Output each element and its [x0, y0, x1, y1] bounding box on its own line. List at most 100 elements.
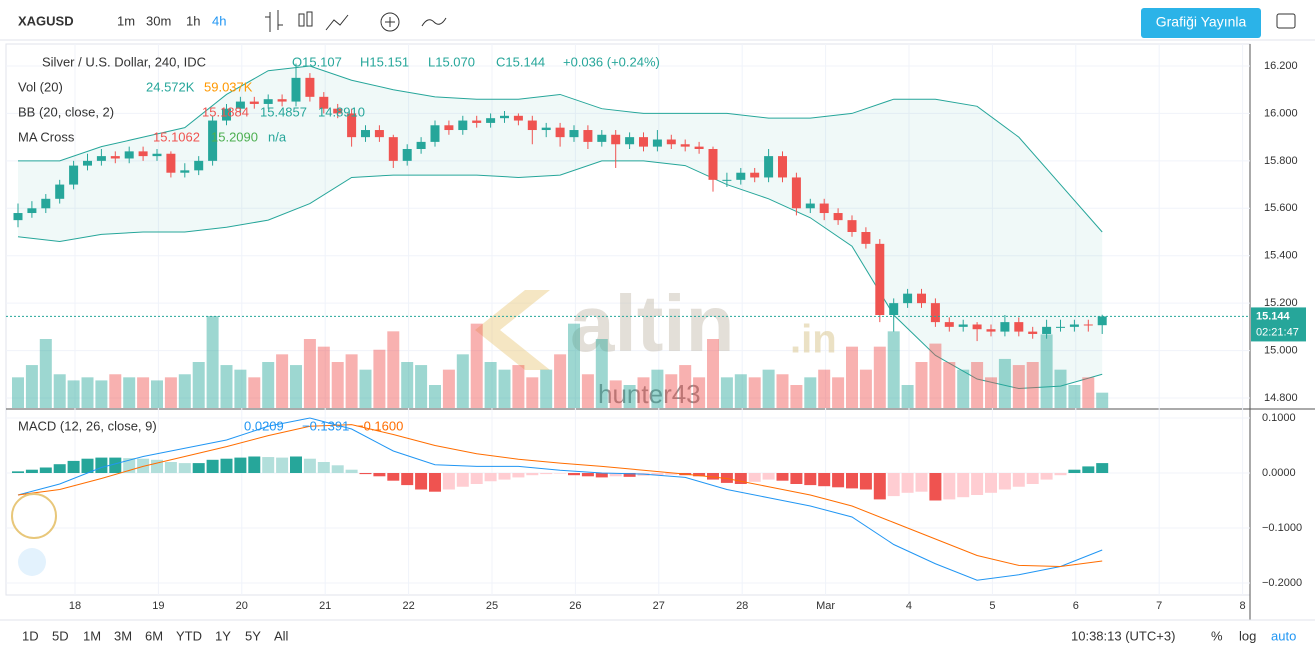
- macd-hist-bar: [109, 457, 122, 473]
- candle-body: [764, 156, 774, 178]
- volume-bar: [957, 369, 970, 408]
- macd-hist-bar: [581, 473, 594, 477]
- watermark-logo: [475, 290, 550, 370]
- macd-hist-bar: [317, 462, 330, 473]
- x-tick-label: 8: [1240, 600, 1246, 612]
- tv-badge[interactable]: [18, 548, 46, 576]
- candle-body: [83, 160, 92, 166]
- candle-body: [222, 108, 231, 121]
- camera-icon[interactable]: [1276, 13, 1296, 29]
- macd-hist-bar: [554, 473, 567, 474]
- interval[interactable]: 1m: [117, 13, 135, 28]
- range-button[interactable]: 1D: [22, 628, 39, 643]
- bb-band: [18, 66, 1103, 389]
- volume-bar: [623, 385, 636, 408]
- log-toggle[interactable]: log: [1239, 628, 1256, 643]
- interval[interactable]: 1h: [186, 13, 200, 28]
- candle-body: [680, 144, 690, 147]
- auto-toggle[interactable]: auto: [1271, 628, 1296, 643]
- macd-hist-bar: [262, 457, 275, 473]
- range-button[interactable]: YTD: [176, 628, 202, 643]
- range-button[interactable]: 5D: [52, 628, 69, 643]
- candle-body: [500, 115, 509, 119]
- candle-body: [263, 99, 273, 104]
- watermark-user: hunter43: [598, 379, 701, 409]
- macd-hist-bar: [1040, 473, 1053, 480]
- macd-hist-bar: [178, 463, 191, 473]
- volume-bar: [220, 365, 233, 408]
- volume-bar: [609, 380, 622, 408]
- indicator-value: 15.2090: [211, 129, 258, 144]
- macd-hist-bar: [303, 458, 316, 473]
- volume-bar: [873, 346, 886, 408]
- candle-body: [917, 293, 926, 304]
- volume-bar: [498, 369, 511, 408]
- macd-hist-bar: [776, 473, 789, 481]
- volume-bar: [762, 369, 775, 408]
- candle-body: [277, 99, 287, 102]
- indicator-value: 24.572K: [146, 79, 195, 94]
- indicator-value: −0.1600: [356, 418, 403, 433]
- macd-hist-bar: [568, 473, 580, 476]
- candle-body: [319, 96, 329, 109]
- volume-bar: [1026, 362, 1039, 408]
- publish-label[interactable]: Grafiği Yayınla: [1156, 14, 1247, 30]
- volume-bar: [429, 385, 441, 408]
- logo-badge[interactable]: [11, 493, 57, 539]
- macd-hist-bar: [971, 473, 984, 495]
- volume-bar: [1040, 334, 1053, 408]
- macd-hist-bar: [401, 473, 414, 486]
- candle-body: [944, 322, 954, 327]
- toolbar-icons[interactable]: [265, 10, 447, 32]
- macd-hist-bar: [81, 458, 94, 473]
- candle-body: [805, 203, 815, 209]
- macd-hist-bar: [762, 473, 775, 480]
- volume-bar: [665, 374, 678, 408]
- macd-hist-bar: [734, 473, 747, 484]
- volume-bar: [568, 323, 580, 408]
- candle-body: [986, 329, 996, 332]
- range-button[interactable]: All: [274, 628, 289, 643]
- volume-bar: [178, 374, 191, 408]
- range-button[interactable]: 6M: [145, 628, 163, 643]
- macd-hist-bar: [540, 473, 553, 475]
- range-button[interactable]: 5Y: [245, 628, 261, 643]
- range-button[interactable]: 1M: [83, 628, 101, 643]
- volume-bar: [456, 354, 469, 408]
- volume-bar: [484, 362, 497, 408]
- macd-hist-bar: [957, 473, 970, 498]
- percent-toggle[interactable]: %: [1211, 628, 1223, 643]
- range-button[interactable]: 1Y: [215, 628, 231, 643]
- macd-hist-bar: [206, 459, 219, 473]
- volume-bar: [470, 323, 483, 408]
- macd-hist-bar: [609, 473, 622, 477]
- volume-bar: [971, 362, 984, 408]
- volume-bar: [790, 385, 803, 408]
- interval[interactable]: 30m: [146, 13, 171, 28]
- volume-bar: [39, 339, 52, 408]
- range-button[interactable]: 3M: [114, 628, 132, 643]
- indicator-name: BB (20, close, 2): [18, 104, 114, 119]
- volume-bar: [540, 369, 553, 408]
- x-tick-label: 18: [69, 600, 81, 612]
- volume-bar: [526, 377, 539, 408]
- indicator-value: 15.1884: [202, 104, 249, 119]
- volume-bar: [985, 377, 997, 408]
- symbol[interactable]: XAGUSD: [18, 13, 74, 28]
- volume-bar: [164, 377, 177, 408]
- candle-body: [1083, 324, 1093, 326]
- legend: Silver / U.S. Dollar, 240, IDC O15.107 H…: [18, 54, 660, 433]
- volume-bar: [442, 369, 455, 408]
- candle-body: [625, 137, 635, 145]
- interval[interactable]: 4h: [212, 13, 226, 28]
- candle-body: [69, 165, 79, 185]
- publish-button[interactable]: [1141, 8, 1261, 38]
- macd-hist-bar: [164, 462, 177, 473]
- macd-hist-bar: [998, 473, 1011, 490]
- candle-body: [1042, 326, 1052, 334]
- volume-bar: [832, 377, 845, 408]
- volume-bar: [53, 374, 66, 408]
- macd-hist-bar: [512, 473, 525, 478]
- candle-body: [778, 156, 787, 178]
